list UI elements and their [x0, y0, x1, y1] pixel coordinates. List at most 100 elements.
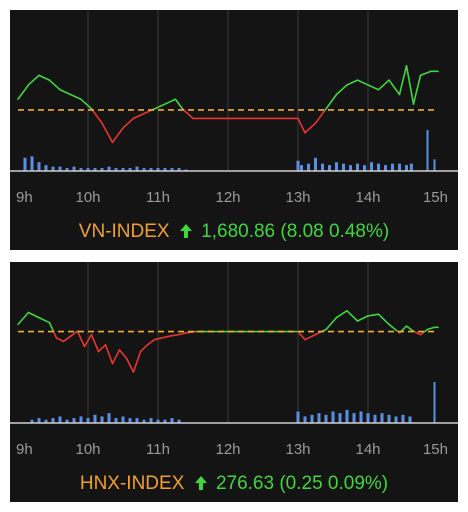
price-line-segment [346, 309, 359, 322]
volume-bar [296, 411, 300, 423]
volume-bar [373, 414, 377, 423]
price-line-segment [405, 325, 415, 332]
volume-bar [387, 414, 391, 423]
price-line-segment [356, 315, 369, 322]
x-tick-label: 13h [285, 189, 310, 206]
hnx-index-caption: HNX-INDEX 276.63 (0.25 0.09%) [10, 470, 458, 498]
price-line-segment [62, 335, 72, 343]
price-line-segment [335, 84, 348, 96]
volume-bar [370, 162, 373, 171]
volume-bar [363, 165, 366, 171]
vn-index-caption: VN-INDEX 1,680.86 (8.08 0.48%) [10, 218, 458, 246]
price-line-segment [118, 349, 128, 360]
price-line-segment [377, 79, 390, 91]
index-change: 276.63 (0.25 0.09%) [215, 473, 389, 494]
price-line-segment [139, 344, 149, 353]
price-line-segment [52, 330, 58, 339]
volume-bar [338, 413, 342, 423]
price-line-segment [335, 309, 348, 319]
price-line-segment [325, 93, 338, 110]
volume-bar [142, 419, 146, 423]
price-line-segment [356, 79, 369, 86]
price-line-segment [413, 330, 422, 336]
volume-bar [100, 416, 104, 423]
price-line-segment [83, 333, 93, 348]
price-line-segment [101, 122, 114, 144]
price-line-segment [38, 316, 51, 324]
price-line-segment [388, 323, 399, 333]
price-line-segment [304, 333, 317, 341]
volume-bar [352, 413, 356, 423]
price-line-segment [153, 103, 166, 110]
volume-bar [384, 165, 387, 171]
price-line-segment [122, 117, 135, 129]
price-line-segment [398, 65, 408, 96]
volume-bar [401, 414, 405, 423]
price-line-segment [80, 98, 93, 110]
price-line-segment [153, 337, 163, 341]
volume-bar [177, 419, 181, 423]
volume-bar [366, 413, 370, 423]
volume-bar [51, 166, 55, 171]
volume-bar [170, 168, 174, 171]
volume-bar [409, 163, 413, 171]
index-name: VN-INDEX [78, 221, 170, 242]
volume-bar [121, 416, 125, 423]
price-line-segment [69, 330, 78, 338]
price-line-segment [314, 109, 327, 124]
volume-bar [51, 418, 55, 423]
price-line-segment [400, 325, 408, 333]
volume-bar [37, 162, 41, 171]
price-line-segment [97, 344, 107, 353]
price-line-segment [367, 84, 380, 91]
volume-bar [86, 168, 90, 171]
volume-bar [93, 414, 97, 423]
volume-bar [79, 416, 83, 423]
volume-bar [342, 163, 345, 171]
volume-bar [58, 166, 62, 171]
x-tick-label: 10h [75, 441, 100, 458]
volume-bar [177, 168, 181, 171]
volume-bar [128, 418, 132, 423]
volume-bar [149, 168, 153, 171]
volume-bar [65, 419, 69, 423]
x-tick-label: 11h [146, 189, 170, 206]
volume-bar [142, 168, 146, 171]
volume-bar [170, 418, 174, 423]
price-line-segment [377, 313, 390, 326]
x-tick-label: 11h [146, 441, 170, 458]
volume-bar [349, 165, 352, 171]
price-line-segment [27, 311, 40, 319]
volume-bar [149, 418, 153, 423]
volume-bar [135, 418, 139, 423]
x-tick-label: 9h [16, 441, 33, 458]
volume-bar [380, 413, 384, 423]
price-line-segment [160, 335, 170, 339]
x-tick-label: 10h [75, 189, 100, 206]
volume-bar [405, 165, 408, 171]
volume-bar [44, 419, 48, 423]
price-line-segment [76, 330, 86, 348]
price-line-segment [55, 337, 65, 343]
volume-bar [30, 156, 34, 171]
price-line-segment [69, 93, 82, 101]
volume-bar [135, 166, 139, 171]
price-line-segment [146, 338, 156, 346]
price-line-segment [48, 79, 61, 91]
price-line-segment [297, 117, 306, 134]
price-line-segment [27, 74, 40, 86]
index-name: HNX-INDEX [79, 473, 185, 494]
volume-bar [433, 382, 436, 423]
volume-bar [391, 163, 394, 171]
volume-bar [398, 163, 401, 171]
price-line-segment [59, 88, 72, 96]
x-tick-label: 14h [355, 189, 380, 206]
price-line-segment [38, 74, 51, 81]
x-tick-label: 15h [423, 189, 448, 206]
volume-bar [356, 163, 359, 171]
price-line-segment [90, 333, 100, 353]
volume-bar [114, 168, 118, 171]
volume-bar [156, 419, 160, 423]
volume-bar [321, 163, 324, 171]
volume-bar [86, 418, 90, 423]
